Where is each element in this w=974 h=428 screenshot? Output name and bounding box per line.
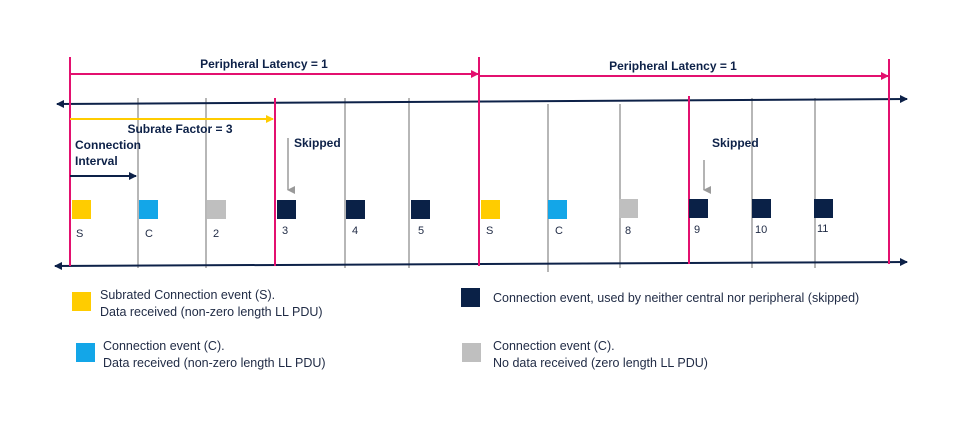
bottom-timeline-arrow	[54, 258, 908, 270]
skipped-label-2: Skipped	[712, 136, 759, 150]
event-label: S	[486, 225, 493, 237]
legend-swatch-subrated	[72, 292, 91, 311]
legend-subrated-line1: Subrated Connection event (S).	[100, 288, 276, 302]
legend-subrated-line2: Data received (non-zero length LL PDU)	[100, 305, 323, 319]
connection-events: S C 2 3 4 5 S C 8 9 10 11	[72, 199, 833, 240]
legend-text-data: Connection event (C). Data received (non…	[103, 338, 326, 372]
event-label: 2	[213, 228, 219, 240]
legend-data-line2: Data received (non-zero length LL PDU)	[103, 356, 326, 370]
event-box	[481, 200, 500, 219]
skipped-label-1: Skipped	[294, 136, 341, 150]
connection-interval-label-line1: Connection	[75, 138, 141, 152]
event-box	[814, 199, 833, 218]
event-label: 9	[694, 224, 700, 236]
event-label: C	[555, 225, 563, 237]
legend-text-skipped: Connection event, used by neither centra…	[493, 290, 859, 307]
event-box	[689, 199, 708, 218]
event-label: 4	[352, 225, 358, 237]
event-box	[752, 199, 771, 218]
peripheral-latency-label-2: Peripheral Latency = 1	[609, 59, 737, 73]
subrate-factor-label: Subrate Factor = 3	[127, 122, 232, 136]
peripheral-latency-label-1: Peripheral Latency = 1	[200, 57, 328, 71]
legend-text-nodata: Connection event (C). No data received (…	[493, 338, 708, 372]
latency-boundaries	[69, 57, 890, 266]
event-label: 5	[418, 225, 424, 237]
event-box	[207, 200, 226, 219]
event-box	[411, 200, 430, 219]
legend-nodata-line2: No data received (zero length LL PDU)	[493, 356, 708, 370]
event-box	[346, 200, 365, 219]
legend-nodata-line1: Connection event (C).	[493, 339, 615, 353]
top-timeline-arrow	[56, 95, 908, 108]
event-label: 10	[755, 224, 767, 236]
legend-data-line1: Connection event (C).	[103, 339, 225, 353]
event-box	[548, 200, 567, 219]
event-box	[619, 199, 638, 218]
connection-event-lines	[137, 98, 816, 272]
event-box	[72, 200, 91, 219]
legend-text-subrated: Subrated Connection event (S). Data rece…	[100, 287, 323, 321]
event-label: 3	[282, 225, 288, 237]
event-label: S	[76, 228, 83, 240]
event-box	[139, 200, 158, 219]
legend-swatch-skipped	[461, 288, 480, 307]
legend-skipped-line1: Connection event, used by neither centra…	[493, 291, 860, 305]
event-box	[277, 200, 296, 219]
connection-interval-label-line2: Interval	[75, 154, 118, 168]
event-label: 8	[625, 225, 631, 237]
legend-swatch-nodata	[462, 343, 481, 362]
legend-swatch-data	[76, 343, 95, 362]
event-label: C	[145, 228, 153, 240]
event-label: 11	[817, 223, 828, 235]
